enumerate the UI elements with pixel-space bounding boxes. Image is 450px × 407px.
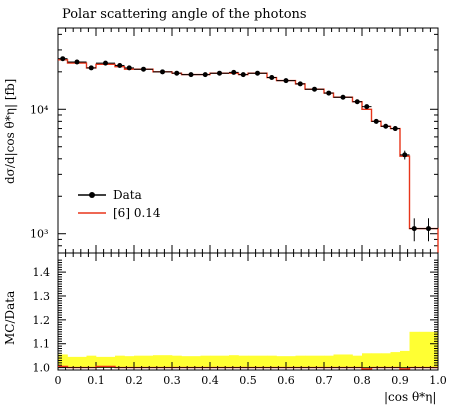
ratio-uncertainty-band: [58, 331, 439, 368]
data-point: [88, 65, 94, 71]
x-tick-label: 0.5: [239, 374, 257, 387]
ratio-plot-frame: [57, 252, 439, 371]
x-tick-label: 0.6: [277, 374, 295, 387]
band-bin: [400, 350, 410, 368]
band-bin: [229, 355, 239, 368]
band-bin: [115, 355, 125, 368]
band-bin: [86, 355, 97, 368]
data-point: [392, 126, 398, 132]
x-tick-label: 1.0: [429, 374, 447, 387]
x-tick-label: 0.7: [315, 374, 333, 387]
y-tick-label-10000: 10⁴: [30, 103, 49, 116]
x-axis-label: |cos θ*η|: [384, 390, 436, 404]
band-bin: [134, 355, 154, 368]
ratio-mc-line: [58, 365, 438, 370]
data-point: [74, 59, 80, 65]
data-point: [383, 123, 389, 129]
data-point: [174, 70, 180, 76]
data-point: [255, 70, 260, 76]
band-bin: [172, 355, 182, 368]
x-tick-label: 0.9: [391, 374, 409, 387]
band-bin: [371, 353, 382, 368]
data-point: [297, 81, 303, 87]
data-point: [340, 94, 346, 100]
band-bin: [238, 355, 249, 368]
band-bin: [248, 355, 268, 368]
x-tick-label: 0.4: [201, 374, 219, 387]
ratio-y-tick-label: 1.4: [33, 266, 51, 279]
band-bin: [210, 355, 230, 368]
legend-mc-label: [6] 0.14: [113, 206, 161, 220]
data-point: [188, 72, 194, 78]
main-y-ticks: [58, 33, 438, 254]
band-bin: [352, 355, 363, 368]
data-point: [126, 65, 132, 71]
y-tick-label-1000: 10³: [30, 228, 48, 241]
band-bin: [67, 356, 87, 368]
band-bin: [381, 353, 391, 368]
data-series: [58, 56, 438, 242]
x-tick-label: 0: [55, 374, 62, 387]
legend-data-label: Data: [113, 188, 142, 202]
data-point: [426, 226, 431, 232]
data-point: [283, 78, 289, 84]
main-y-axis-label: dσ/d|cos θ*η| [fb]: [3, 79, 17, 184]
data-point: [103, 60, 108, 66]
ratio-y-axis-label: MC/Data: [3, 291, 17, 345]
data-point: [141, 66, 146, 72]
band-bin: [295, 355, 306, 368]
ratio-x-ticks: 0 0.1 0.2 0.3 0.4 0.5 0.6 0.7 0.8 0.9 1.0: [55, 253, 447, 387]
band-bin: [305, 355, 325, 368]
band-bin: [419, 331, 439, 368]
band-bin: [181, 356, 201, 368]
mc-step-line: [58, 59, 439, 253]
band-bin: [124, 356, 135, 368]
band-bin: [362, 353, 372, 368]
band-bin: [276, 356, 296, 368]
data-point: [202, 72, 208, 78]
chart-title: Polar scattering angle of the photons: [62, 7, 307, 22]
x-tick-label: 0.8: [353, 374, 371, 387]
ratio-y-tick-label: 1.3: [33, 290, 51, 303]
ratio-y-ticks: 1.0 1.1 1.2 1.3 1.4: [33, 259, 438, 375]
band-bin: [200, 355, 211, 368]
data-point: [217, 70, 222, 76]
data-point: [402, 152, 408, 158]
ratio-y-tick-label: 1.0: [33, 362, 51, 375]
data-point: [240, 72, 246, 78]
band-bin: [267, 355, 277, 368]
band-bin: [324, 355, 334, 368]
band-bin: [153, 355, 173, 368]
data-point: [269, 75, 275, 81]
legend: Data [6] 0.14: [78, 188, 161, 220]
data-point: [373, 118, 379, 124]
x-tick-label: 0.1: [87, 374, 105, 387]
x-tick-label: 0.3: [163, 374, 181, 387]
ratio-y-tick-label: 1.2: [33, 314, 51, 327]
mc-series: [58, 59, 439, 253]
data-point: [411, 226, 417, 232]
band-bin: [390, 352, 401, 368]
band-bin: [58, 354, 68, 368]
band-bin: [96, 356, 116, 368]
x-tick-label: 0.2: [125, 374, 143, 387]
band-bin: [333, 354, 353, 368]
data-point: [60, 56, 66, 62]
data-point: [117, 62, 123, 68]
legend-data-marker: [89, 192, 95, 198]
data-point: [160, 69, 165, 75]
band-bin: [409, 331, 420, 368]
data-point: [364, 104, 370, 110]
main-x-ticks: [57, 28, 439, 253]
data-point: [326, 90, 332, 96]
ratio-y-tick-label: 1.1: [33, 338, 51, 351]
data-point: [231, 69, 237, 75]
data-point: [312, 86, 317, 92]
data-point: [354, 99, 360, 105]
